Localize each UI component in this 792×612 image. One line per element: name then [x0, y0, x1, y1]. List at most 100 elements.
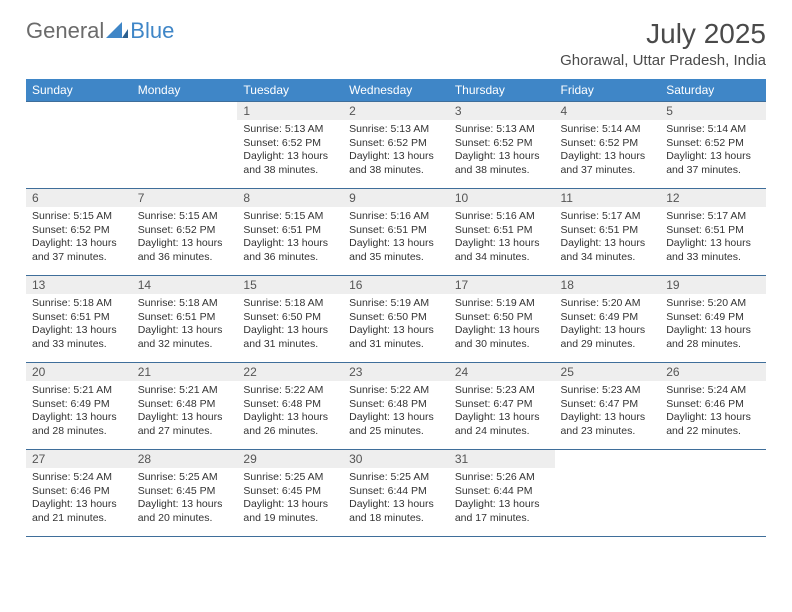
sunrise-line: Sunrise: 5:16 AM	[349, 210, 443, 224]
sunset-line: Sunset: 6:45 PM	[243, 485, 337, 499]
day-number: 7	[132, 189, 238, 207]
calendar-week-row: 27Sunrise: 5:24 AMSunset: 6:46 PMDayligh…	[26, 450, 766, 537]
sunset-line: Sunset: 6:51 PM	[32, 311, 126, 325]
day-number: 27	[26, 450, 132, 468]
sunrise-line: Sunrise: 5:13 AM	[455, 123, 549, 137]
daylight-line: Daylight: 13 hours and 21 minutes.	[32, 498, 126, 525]
sunrise-line: Sunrise: 5:22 AM	[243, 384, 337, 398]
day-details: Sunrise: 5:24 AMSunset: 6:46 PMDaylight:…	[660, 381, 766, 443]
day-details: Sunrise: 5:17 AMSunset: 6:51 PMDaylight:…	[660, 207, 766, 269]
calendar-day-cell: 15Sunrise: 5:18 AMSunset: 6:50 PMDayligh…	[237, 276, 343, 363]
daylight-line: Daylight: 13 hours and 37 minutes.	[32, 237, 126, 264]
sunset-line: Sunset: 6:49 PM	[561, 311, 655, 325]
calendar-day-cell: 2Sunrise: 5:13 AMSunset: 6:52 PMDaylight…	[343, 102, 449, 189]
sunrise-line: Sunrise: 5:17 AM	[561, 210, 655, 224]
daylight-line: Daylight: 13 hours and 17 minutes.	[455, 498, 549, 525]
sunrise-line: Sunrise: 5:23 AM	[561, 384, 655, 398]
dow-saturday: Saturday	[660, 79, 766, 102]
daylight-line: Daylight: 13 hours and 37 minutes.	[561, 150, 655, 177]
calendar-day-cell: ..	[660, 450, 766, 537]
day-details: Sunrise: 5:18 AMSunset: 6:51 PMDaylight:…	[132, 294, 238, 356]
sunset-line: Sunset: 6:46 PM	[32, 485, 126, 499]
day-details: Sunrise: 5:22 AMSunset: 6:48 PMDaylight:…	[237, 381, 343, 443]
day-details: Sunrise: 5:15 AMSunset: 6:51 PMDaylight:…	[237, 207, 343, 269]
dow-monday: Monday	[132, 79, 238, 102]
sunrise-line: Sunrise: 5:25 AM	[349, 471, 443, 485]
daylight-line: Daylight: 13 hours and 32 minutes.	[138, 324, 232, 351]
daylight-line: Daylight: 13 hours and 31 minutes.	[243, 324, 337, 351]
sunrise-line: Sunrise: 5:25 AM	[138, 471, 232, 485]
calendar-day-cell: 7Sunrise: 5:15 AMSunset: 6:52 PMDaylight…	[132, 189, 238, 276]
calendar-day-cell: 30Sunrise: 5:25 AMSunset: 6:44 PMDayligh…	[343, 450, 449, 537]
day-details: Sunrise: 5:18 AMSunset: 6:51 PMDaylight:…	[26, 294, 132, 356]
day-number: 19	[660, 276, 766, 294]
calendar-day-cell: 3Sunrise: 5:13 AMSunset: 6:52 PMDaylight…	[449, 102, 555, 189]
calendar-week-row: 20Sunrise: 5:21 AMSunset: 6:49 PMDayligh…	[26, 363, 766, 450]
sunrise-line: Sunrise: 5:21 AM	[32, 384, 126, 398]
calendar-day-cell: 22Sunrise: 5:22 AMSunset: 6:48 PMDayligh…	[237, 363, 343, 450]
sunset-line: Sunset: 6:51 PM	[455, 224, 549, 238]
daylight-line: Daylight: 13 hours and 38 minutes.	[349, 150, 443, 177]
day-details: Sunrise: 5:13 AMSunset: 6:52 PMDaylight:…	[449, 120, 555, 182]
dow-tuesday: Tuesday	[237, 79, 343, 102]
calendar-day-cell: ..	[132, 102, 238, 189]
sunset-line: Sunset: 6:52 PM	[32, 224, 126, 238]
day-details: Sunrise: 5:26 AMSunset: 6:44 PMDaylight:…	[449, 468, 555, 530]
day-number: 28	[132, 450, 238, 468]
calendar-day-cell: 1Sunrise: 5:13 AMSunset: 6:52 PMDaylight…	[237, 102, 343, 189]
day-number: 8	[237, 189, 343, 207]
calendar-day-cell: 29Sunrise: 5:25 AMSunset: 6:45 PMDayligh…	[237, 450, 343, 537]
sunrise-line: Sunrise: 5:15 AM	[32, 210, 126, 224]
day-number: 22	[237, 363, 343, 381]
sunset-line: Sunset: 6:48 PM	[349, 398, 443, 412]
calendar-day-cell: 14Sunrise: 5:18 AMSunset: 6:51 PMDayligh…	[132, 276, 238, 363]
sunrise-line: Sunrise: 5:19 AM	[349, 297, 443, 311]
daylight-line: Daylight: 13 hours and 36 minutes.	[138, 237, 232, 264]
sunset-line: Sunset: 6:51 PM	[243, 224, 337, 238]
sunset-line: Sunset: 6:51 PM	[138, 311, 232, 325]
sunset-line: Sunset: 6:50 PM	[349, 311, 443, 325]
day-details: Sunrise: 5:16 AMSunset: 6:51 PMDaylight:…	[449, 207, 555, 269]
calendar-day-cell: 13Sunrise: 5:18 AMSunset: 6:51 PMDayligh…	[26, 276, 132, 363]
daylight-line: Daylight: 13 hours and 33 minutes.	[666, 237, 760, 264]
calendar-day-cell: 11Sunrise: 5:17 AMSunset: 6:51 PMDayligh…	[555, 189, 661, 276]
calendar-day-cell: 20Sunrise: 5:21 AMSunset: 6:49 PMDayligh…	[26, 363, 132, 450]
sunrise-line: Sunrise: 5:22 AM	[349, 384, 443, 398]
sunset-line: Sunset: 6:52 PM	[243, 137, 337, 151]
day-number: 2	[343, 102, 449, 120]
calendar-day-cell: 31Sunrise: 5:26 AMSunset: 6:44 PMDayligh…	[449, 450, 555, 537]
calendar-day-cell: 25Sunrise: 5:23 AMSunset: 6:47 PMDayligh…	[555, 363, 661, 450]
brand-logo: General Blue	[26, 18, 174, 44]
sunset-line: Sunset: 6:48 PM	[138, 398, 232, 412]
month-title: July 2025	[560, 18, 766, 50]
day-details: Sunrise: 5:25 AMSunset: 6:45 PMDaylight:…	[132, 468, 238, 530]
calendar-page: General Blue July 2025 Ghorawal, Uttar P…	[0, 0, 792, 537]
sunrise-line: Sunrise: 5:26 AM	[455, 471, 549, 485]
calendar-day-cell: 9Sunrise: 5:16 AMSunset: 6:51 PMDaylight…	[343, 189, 449, 276]
day-number: 29	[237, 450, 343, 468]
daylight-line: Daylight: 13 hours and 38 minutes.	[243, 150, 337, 177]
daylight-line: Daylight: 13 hours and 19 minutes.	[243, 498, 337, 525]
sunset-line: Sunset: 6:51 PM	[349, 224, 443, 238]
day-details: Sunrise: 5:14 AMSunset: 6:52 PMDaylight:…	[555, 120, 661, 182]
daylight-line: Daylight: 13 hours and 27 minutes.	[138, 411, 232, 438]
day-number: 14	[132, 276, 238, 294]
calendar-day-cell: 18Sunrise: 5:20 AMSunset: 6:49 PMDayligh…	[555, 276, 661, 363]
day-number: 31	[449, 450, 555, 468]
daylight-line: Daylight: 13 hours and 36 minutes.	[243, 237, 337, 264]
day-number: 15	[237, 276, 343, 294]
day-details: Sunrise: 5:16 AMSunset: 6:51 PMDaylight:…	[343, 207, 449, 269]
daylight-line: Daylight: 13 hours and 33 minutes.	[32, 324, 126, 351]
day-number: 16	[343, 276, 449, 294]
day-details: Sunrise: 5:24 AMSunset: 6:46 PMDaylight:…	[26, 468, 132, 530]
daylight-line: Daylight: 13 hours and 28 minutes.	[666, 324, 760, 351]
calendar-day-cell: 4Sunrise: 5:14 AMSunset: 6:52 PMDaylight…	[555, 102, 661, 189]
sunset-line: Sunset: 6:52 PM	[138, 224, 232, 238]
day-number: 10	[449, 189, 555, 207]
day-number: 12	[660, 189, 766, 207]
calendar-day-cell: 23Sunrise: 5:22 AMSunset: 6:48 PMDayligh…	[343, 363, 449, 450]
day-number: 3	[449, 102, 555, 120]
day-number: 17	[449, 276, 555, 294]
calendar-day-cell: 21Sunrise: 5:21 AMSunset: 6:48 PMDayligh…	[132, 363, 238, 450]
sunset-line: Sunset: 6:49 PM	[32, 398, 126, 412]
